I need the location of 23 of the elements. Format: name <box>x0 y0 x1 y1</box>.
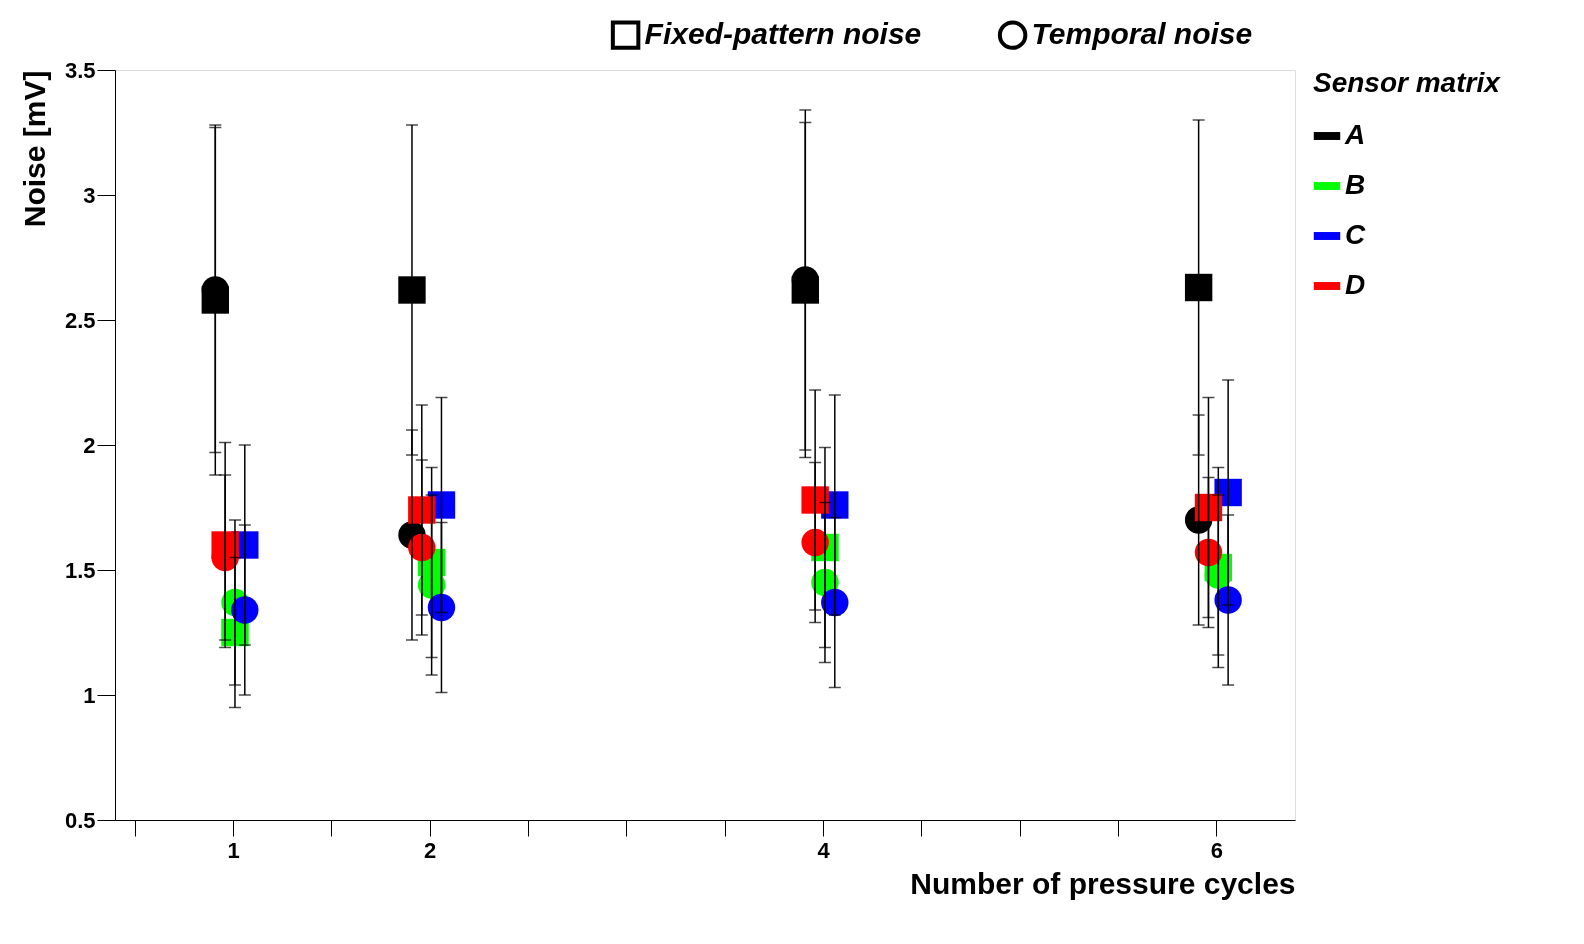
point <box>1184 273 1213 302</box>
y-tick-label: 3.5 <box>64 57 96 83</box>
x-tick-label: 6 <box>1210 837 1223 863</box>
x-tick-label: 4 <box>817 837 831 863</box>
y-tick-label: 1 <box>83 682 96 708</box>
y-tick-label: 3 <box>83 182 96 208</box>
y-tick-label: 0.5 <box>64 807 96 833</box>
point <box>427 593 456 622</box>
x-tick-label: 2 <box>424 837 437 863</box>
text: Fixed-pattern noise <box>644 17 922 51</box>
y-tick-label: 2 <box>83 432 96 458</box>
x-tick-label: 1 <box>227 837 240 863</box>
legend-label: B <box>1345 169 1366 200</box>
legend-label: D <box>1345 269 1366 300</box>
y-tick-label: 1.5 <box>64 557 96 583</box>
x-axis-title: Number of pressure cycles <box>910 866 1296 900</box>
y-axis-title: Noise [mV] <box>17 70 51 228</box>
legend-label: C <box>1345 219 1366 250</box>
text: Temporal noise <box>1031 17 1253 51</box>
legend-title: Sensor matrix <box>1313 67 1502 98</box>
legend-label: A <box>1344 119 1366 150</box>
y-tick-label: 2.5 <box>64 307 96 333</box>
point <box>398 276 426 304</box>
